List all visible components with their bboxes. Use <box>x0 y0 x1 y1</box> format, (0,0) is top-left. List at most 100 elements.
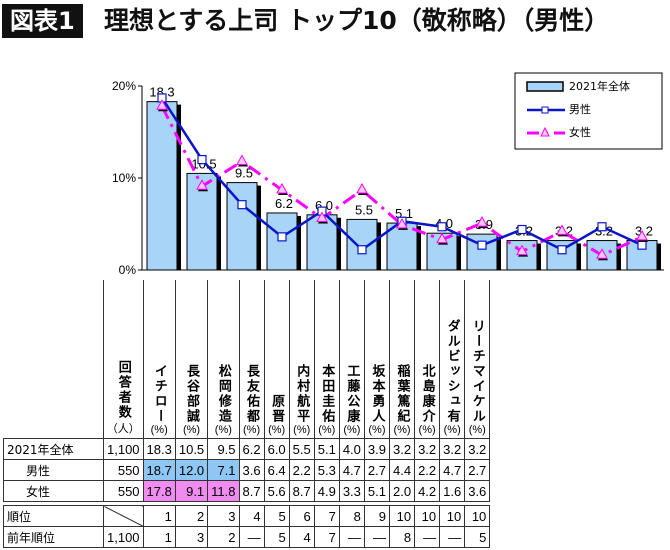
bar-line-chart: 0%10%20%18.310.59.56.26.05.55.14.03.93.2… <box>112 72 664 277</box>
bar <box>266 212 298 271</box>
legend-bar-swatch <box>526 81 564 92</box>
cell-value: 9.1 <box>174 480 209 502</box>
cell-value: 8.7 <box>288 480 315 502</box>
column-name: ダルビッシュ有 <box>444 319 460 424</box>
cell-value: 6.4 <box>263 459 290 481</box>
cell-value: 8.7 <box>238 480 265 502</box>
cell-value: 11.8 <box>207 480 240 502</box>
cell-value: 2.2 <box>288 459 315 481</box>
cell-value: 10 <box>439 505 466 527</box>
cell-value: 4 <box>288 526 315 548</box>
header-person: 工藤公康 (%) <box>338 280 365 439</box>
row-count: 550 <box>103 480 144 502</box>
y-tick-label: 10% <box>112 171 136 185</box>
cell-value: — <box>439 526 466 548</box>
cell-value: 10 <box>464 505 491 527</box>
male-marker <box>597 222 607 232</box>
header-respondents: 回答者数 （人） <box>103 280 144 439</box>
column-name: 原晋 <box>269 394 285 424</box>
cell-value: — <box>414 526 441 548</box>
male-marker <box>477 240 487 250</box>
table-row: 男性 550 18.7 12.0 7.1 3.6 6.4 2.2 5.3 4.7 2.7 4.4 2.2… <box>3 459 491 481</box>
unit-label: （人） <box>106 423 140 435</box>
male-marker <box>557 245 567 255</box>
cell-value: 2.0 <box>388 480 416 502</box>
figure-title: 理想とする上司 トップ10（敬称略）（男性） <box>104 6 610 35</box>
female-marker <box>596 248 608 259</box>
cell-value: 4.7 <box>338 459 365 481</box>
cell-value: 6.2 <box>238 438 265 460</box>
cell-value: 6.0 <box>263 438 290 460</box>
header-person: リーチマイケル (%) <box>464 280 491 439</box>
table-row: 女性 550 17.8 9.1 11.8 8.7 5.6 8.7 4.9 3.3 5.1 2.0 4.2… <box>3 480 491 502</box>
cell-value: 9 <box>363 505 390 527</box>
female-marker <box>396 217 408 229</box>
female-marker <box>356 182 368 194</box>
column-name: 松岡修造 <box>215 364 231 424</box>
cell-value: 5 <box>263 505 290 527</box>
female-marker <box>236 154 248 165</box>
cell-value: 1 <box>142 526 176 548</box>
cell-value: 5.6 <box>263 480 290 502</box>
cell-value: 10 <box>388 505 416 527</box>
unit-label: (%) <box>243 424 261 436</box>
data-label: 6.2 <box>275 196 293 211</box>
cell-value: 3 <box>207 505 240 527</box>
cell-value: 7 <box>313 505 340 527</box>
male-marker <box>197 155 207 165</box>
cell-value: 3.6 <box>238 459 265 481</box>
cell-value: 5.1 <box>363 480 390 502</box>
bar <box>346 218 378 271</box>
unit-label: (%) <box>318 424 336 436</box>
cell-value: 3.2 <box>464 438 491 460</box>
cell-value: 4.7 <box>439 459 466 481</box>
cell-value: 3.2 <box>388 438 416 460</box>
column-name: イチロー <box>151 364 167 424</box>
cell-value: 5 <box>263 526 290 548</box>
header-person: 内村航平 (%) <box>288 280 315 439</box>
cell-value: 9.5 <box>207 438 240 460</box>
row-label: 2021年全体 <box>3 438 104 460</box>
cell-value: 18.3 <box>142 438 176 460</box>
column-name: 北島康介 <box>419 364 435 424</box>
male-marker <box>237 200 247 210</box>
cell-value: 10.5 <box>174 438 209 460</box>
bar <box>386 222 418 271</box>
header-person: 原晋 (%) <box>263 280 290 439</box>
cell-value: 5 <box>464 526 491 548</box>
female-marker <box>196 179 208 190</box>
female-marker <box>436 232 448 244</box>
header-person: 長谷部誠 (%) <box>174 280 209 439</box>
cell-value: 3.9 <box>363 438 390 460</box>
cell-value: — <box>338 526 365 548</box>
data-label: 9.5 <box>235 166 253 181</box>
cell-value: 6 <box>288 505 315 527</box>
female-marker <box>156 99 168 110</box>
legend-label: 男性 <box>569 102 591 116</box>
cell-value: 18.7 <box>142 459 176 481</box>
cell-value: 8 <box>388 526 416 548</box>
cell-value: 3.3 <box>338 480 365 502</box>
header-person: ダルビッシュ有 (%) <box>439 280 466 439</box>
unit-label: (%) <box>343 424 361 436</box>
column-name: 内村航平 <box>294 364 310 424</box>
cell-value: 17.8 <box>142 480 176 502</box>
header-row: 回答者数 （人） イチロー (%) 長谷部誠 (%) 松岡修造 (%) 長友佑都 (%) 原晋 (%)… <box>3 280 491 439</box>
cell-value: 4.0 <box>338 438 365 460</box>
cell-value: 1.6 <box>439 480 466 502</box>
table-row: 2021年全体 1,100 18.3 10.5 9.5 6.2 6.0 5.5 5.1 4.0 3.… <box>3 438 491 460</box>
cell-value: 2.7 <box>464 459 491 481</box>
cell-value: 4.2 <box>414 480 441 502</box>
cell-value: 2 <box>174 505 209 527</box>
column-name: 長谷部誠 <box>184 364 200 424</box>
column-name: 回答者数 <box>115 360 131 420</box>
legend-female-marker <box>540 126 550 137</box>
unit-label: (%) <box>418 424 436 436</box>
cell-value: 3.2 <box>414 438 441 460</box>
unit-label: (%) <box>468 424 486 436</box>
cell-value: — <box>363 526 390 548</box>
legend-label: 女性 <box>569 125 591 139</box>
female-marker <box>636 229 648 241</box>
column-name: 長友佑都 <box>244 364 260 424</box>
